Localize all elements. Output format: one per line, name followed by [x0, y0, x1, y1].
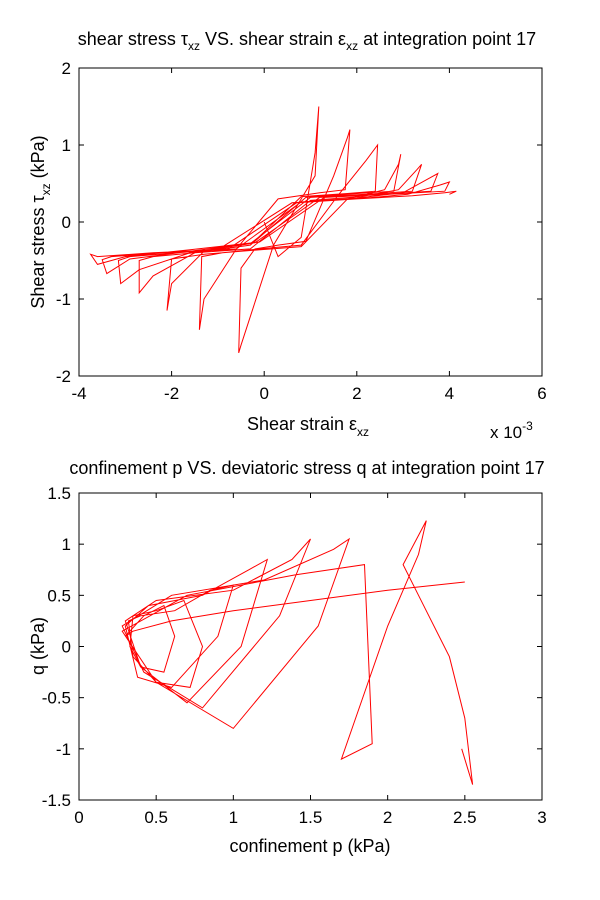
y-tick-label: -1 — [56, 740, 71, 759]
y-tick-label: 0 — [62, 213, 71, 232]
y-tick-label: -1.5 — [42, 791, 71, 810]
x-tick-label: 1.5 — [299, 808, 323, 827]
chart-2-series — [121, 520, 474, 785]
x-tick-label: -4 — [71, 384, 86, 403]
chart-1: shear stress τxz VS. shear strain εxz at… — [28, 29, 547, 442]
y-tick-label: 1 — [62, 535, 71, 554]
chart-1-x-multiplier: x 10-3 — [490, 419, 533, 442]
x-tick-label: 6 — [537, 384, 546, 403]
x-tick-label: -2 — [164, 384, 179, 403]
y-tick-label: 1.5 — [47, 484, 71, 503]
chart-2-y-ticks: -1.5 -1 -0.5 0 0.5 1 1.5 — [42, 484, 542, 810]
chart-2-title: confinement p VS. deviatoric stress q at… — [69, 458, 544, 478]
chart-2-y-label: q (kPa) — [28, 617, 48, 675]
y-tick-label: -0.5 — [42, 689, 71, 708]
y-tick-label: 0 — [62, 638, 71, 657]
y-tick-label: -2 — [56, 367, 71, 386]
chart-1-plot-area — [78, 67, 543, 377]
x-tick-label: 0.5 — [144, 808, 168, 827]
chart-2: confinement p VS. deviatoric stress q at… — [28, 458, 547, 856]
x-tick-label: 0 — [74, 808, 83, 827]
chart-1-x-ticks: -4 -2 0 2 4 6 — [71, 68, 547, 403]
chart-2-x-ticks: 0 0.5 1 1.5 2 2.5 3 — [74, 493, 547, 827]
chart-1-title: shear stress τxz VS. shear strain εxz at… — [78, 29, 536, 53]
chart-2-plot-area — [78, 492, 543, 801]
y-tick-label: 1 — [62, 136, 71, 155]
x-tick-label: 3 — [537, 808, 546, 827]
chart-1-series — [89, 106, 457, 354]
series-line-1 — [89, 106, 457, 354]
chart-1-y-ticks: -2 -1 0 1 2 — [56, 59, 542, 386]
y-tick-label: 2 — [62, 59, 71, 78]
x-tick-label: 2 — [352, 384, 361, 403]
x-tick-label: 1 — [229, 808, 238, 827]
y-tick-label: 0.5 — [47, 586, 71, 605]
x-tick-label: 2 — [383, 808, 392, 827]
x-tick-label: 4 — [445, 384, 454, 403]
y-tick-label: -1 — [56, 290, 71, 309]
x-tick-label: 0 — [259, 384, 268, 403]
x-tick-label: 2.5 — [453, 808, 477, 827]
series-line-1 — [121, 520, 474, 785]
chart-1-y-label: Shear stress τxz (kPa) — [28, 135, 53, 308]
chart-1-x-label: Shear strain εxz — [247, 414, 369, 439]
chart-2-x-label: confinement p (kPa) — [229, 836, 390, 856]
